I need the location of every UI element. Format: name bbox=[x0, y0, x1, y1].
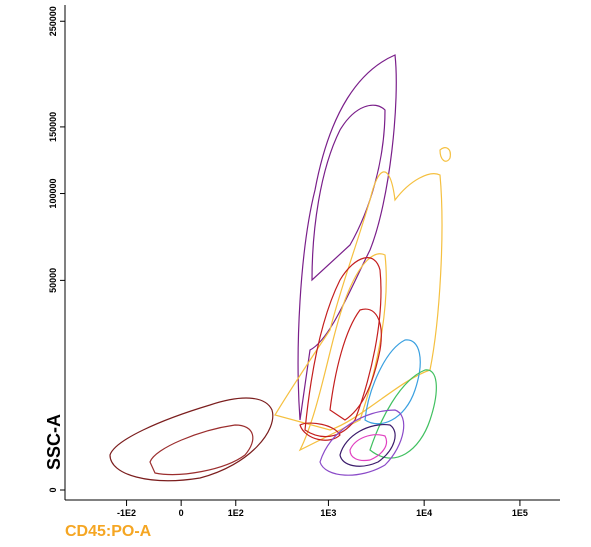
x-tick-label: 1E3 bbox=[320, 508, 336, 518]
x-axis-label: CD45:PO-A bbox=[65, 523, 152, 540]
x-tick-label: -1E2 bbox=[117, 508, 136, 518]
y-tick-label: 0 bbox=[48, 487, 58, 492]
y-tick-label: 100000 bbox=[48, 179, 58, 209]
y-tick-label: 50000 bbox=[48, 268, 58, 293]
y-tick-label: 250000 bbox=[48, 6, 58, 36]
y-axis-label: SSC-A bbox=[44, 414, 64, 470]
x-tick-label: 0 bbox=[179, 508, 184, 518]
x-tick-label: 1E5 bbox=[512, 508, 528, 518]
x-tick-label: 1E2 bbox=[228, 508, 244, 518]
x-tick-label: 1E4 bbox=[416, 508, 432, 518]
y-tick-label: 150000 bbox=[48, 112, 58, 142]
contours bbox=[109, 54, 451, 482]
